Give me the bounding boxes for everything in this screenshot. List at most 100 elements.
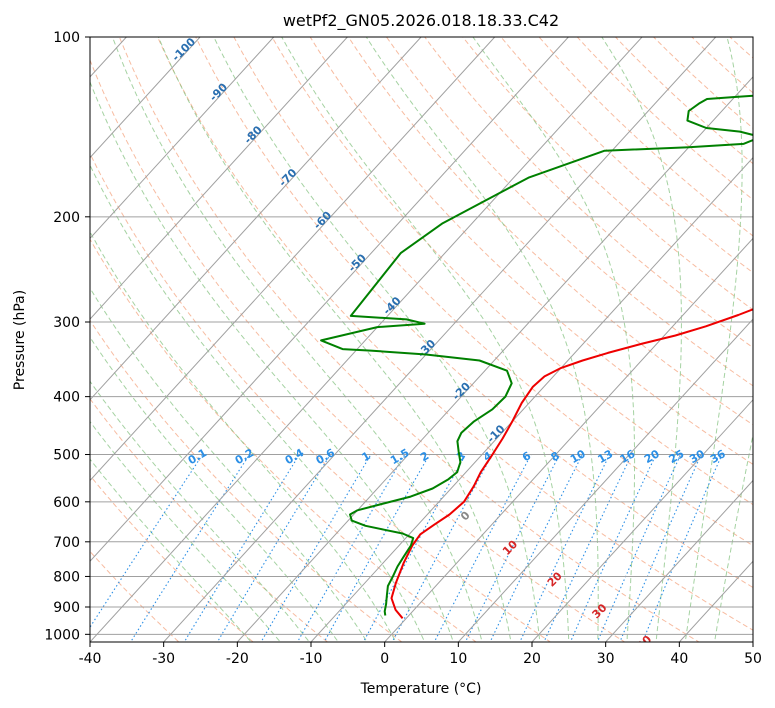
moist-adiabats (90, 37, 753, 642)
y-tick-label: 300 (53, 315, 80, 331)
isotherm (384, 237, 753, 642)
isotherm (90, 37, 348, 320)
mixing-ratio-lines (90, 454, 723, 642)
y-tick-label: 1000 (44, 627, 80, 643)
x-tick-label: -30 (152, 651, 175, 667)
dry-adiabat (385, 37, 753, 387)
dry-adiabat (157, 37, 753, 631)
y-axis: 100 200 300 400 500 600 700 800 900 1000 (44, 30, 90, 643)
x-tick-label: 40 (670, 651, 688, 667)
dry-adiabat (424, 37, 753, 349)
moist-adiabat (90, 164, 426, 642)
moist-adiabat (684, 37, 743, 642)
mixing-ratio-line (391, 454, 493, 642)
x-tick-label: 50 (744, 651, 762, 667)
mixing-ratio-label: 25 (667, 447, 687, 466)
mixing-ratio-line (569, 454, 657, 642)
isotherm (90, 37, 643, 642)
dry-adiabat (90, 319, 403, 642)
y-tick-label: 600 (53, 495, 80, 511)
mixing-ratio-line (433, 454, 532, 642)
moist-adiabat (713, 432, 753, 642)
mixing-ratio-line (596, 454, 682, 642)
dry-adiabat (195, 37, 753, 589)
x-tick-label: -10 (300, 651, 323, 667)
moist-adiabat (213, 37, 541, 642)
moist-adiabat (111, 37, 483, 642)
isotherm (605, 479, 753, 642)
dry-adiabat (462, 37, 753, 311)
series-lines (320, 94, 753, 619)
mixing-ratio-line (90, 454, 204, 629)
x-tick-label: 10 (449, 651, 467, 667)
y-tick-label: 200 (53, 210, 80, 226)
moist-adiabat (365, 37, 599, 642)
mixing-ratio-line (296, 454, 406, 642)
isotherm (236, 76, 753, 642)
moist-adiabat (90, 420, 281, 642)
moist-adiabat-label: 0 (458, 509, 473, 524)
mixing-ratio-label: 2 (418, 449, 431, 464)
moist-adiabat (472, 37, 636, 642)
isotherm (678, 560, 753, 642)
mixing-ratio-label: 36 (708, 447, 728, 466)
mixing-ratio-label: 0.4 (283, 446, 307, 467)
dry-adiabat (118, 37, 700, 642)
mixing-ratio-label: 0.6 (314, 446, 338, 467)
mixing-ratio-line (619, 454, 702, 642)
mixing-ratio-label: 1 (359, 449, 372, 464)
y-axis-label: Pressure (hPa) (12, 290, 28, 390)
moist-adiabat (90, 80, 454, 642)
mixing-ratio-line (543, 454, 633, 642)
line-annotations: 0.1 0.2 0.4 0.6 1 1.5 2 3 4 6 8 10 13 16 20 25 30 36-100-… (169, 35, 728, 653)
mixing-ratio-line (129, 454, 250, 642)
x-tick-label: -20 (226, 651, 249, 667)
plot-area: 0.1 0.2 0.4 0.6 1 1.5 2 3 4 6 8 10 13 16 20 25 30 36-100-… (90, 24, 775, 653)
dry-adiabat (500, 37, 753, 274)
isotherm-label: -100 (169, 35, 198, 64)
dewpoint-line (320, 94, 753, 616)
mixing-ratio-label: 20 (642, 447, 662, 466)
isotherm (90, 37, 422, 401)
isotherm (90, 37, 201, 159)
mixing-ratio-label: 1.5 (388, 446, 411, 467)
mixing-ratio-line (260, 454, 372, 642)
isotherm (163, 37, 717, 642)
moist-adiabat-label: 20 (545, 569, 565, 589)
mixing-ratio-line (362, 454, 467, 642)
dry-adiabat (90, 397, 329, 642)
y-tick-label: 400 (53, 390, 80, 406)
mixing-ratio-line (216, 454, 331, 642)
x-tick-label: 20 (523, 651, 541, 667)
dry-adiabat (729, 37, 753, 59)
mixing-ratio-label: 16 (618, 447, 638, 466)
moist-adiabat-label: 40 (634, 633, 654, 653)
moist-adiabat (90, 380, 310, 642)
x-tick-label: 30 (597, 651, 615, 667)
isotherm-label: -20 (450, 379, 473, 402)
x-axis-label: Temperature (°C) (360, 681, 482, 697)
chart-title: wetPf2_GN05.2026.018.18.33.C42 (283, 11, 559, 31)
isotherm-label: -70 (276, 166, 299, 189)
isotherm (90, 37, 569, 563)
dry-adiabat (233, 37, 753, 547)
moist-adiabat (90, 287, 368, 642)
isotherm-label: -80 (242, 123, 265, 146)
isotherm-label: -90 (207, 80, 230, 103)
isotherm-label: -40 (380, 294, 403, 317)
pressure-gridlines (90, 37, 753, 635)
mixing-ratio-line (642, 454, 723, 642)
y-tick-label: 100 (53, 30, 80, 46)
moist-adiabat-label: 30 (590, 601, 610, 621)
mixing-ratio-line (183, 454, 300, 642)
mixing-ratio-line (519, 454, 611, 642)
isotherm (457, 318, 753, 642)
moist-adiabat (90, 230, 397, 642)
mixing-ratio-label: 10 (568, 447, 588, 466)
x-axis: -40 -30 -20 -10 0 10 20 30 40 50 (79, 642, 762, 667)
temperature-line (390, 308, 753, 619)
isotherm (90, 37, 496, 482)
mixing-ratio-label: 30 (687, 447, 707, 466)
dry-adiabat (753, 24, 775, 647)
